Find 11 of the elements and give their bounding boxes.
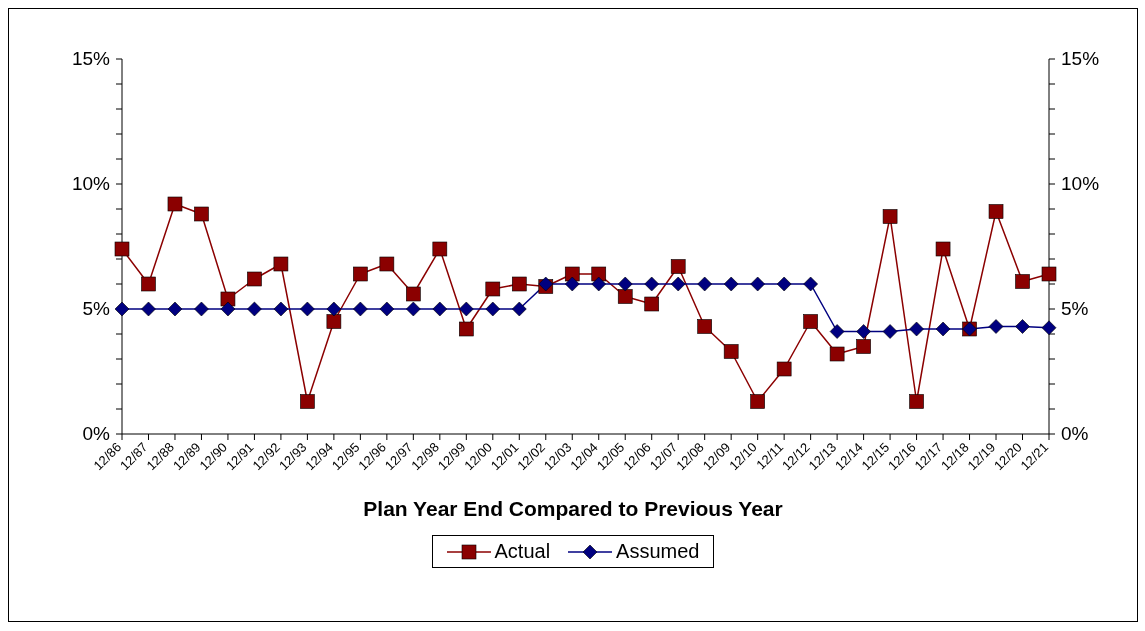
x-axis-title: Plan Year End Compared to Previous Year bbox=[362, 497, 784, 521]
legend-label: Actual bbox=[494, 540, 551, 563]
y2-tick-label: 15% bbox=[1061, 48, 1100, 69]
y-tick-label: 0% bbox=[82, 423, 111, 444]
legend-label: Assumed bbox=[616, 540, 700, 563]
y-tick-label: 5% bbox=[82, 298, 111, 319]
y-tick-label: 15% bbox=[71, 48, 111, 69]
y2-tick-label: 10% bbox=[1061, 173, 1100, 194]
y2-tick-label: 5% bbox=[1061, 298, 1089, 319]
y2-tick-label: 0% bbox=[1061, 423, 1089, 444]
y-tick-label: 10% bbox=[71, 173, 111, 194]
